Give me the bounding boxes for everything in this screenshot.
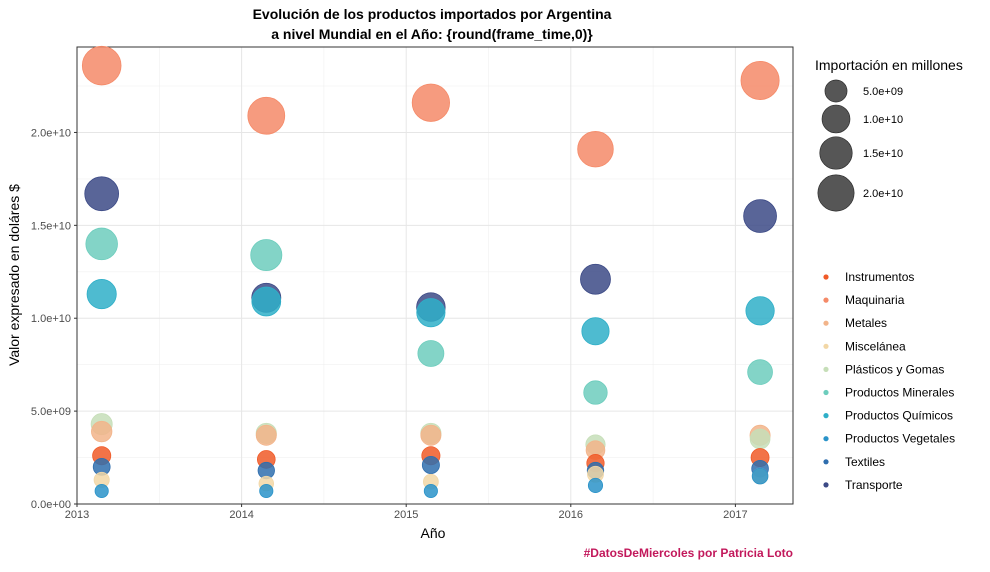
color-legend-key (823, 274, 829, 280)
point-maquinaria (577, 130, 614, 168)
point-maquinaria (81, 45, 122, 86)
x-tick-label: 2013 (65, 509, 89, 521)
y-tick-label: 5.0e+09 (31, 406, 71, 418)
color-legend-key (823, 366, 829, 372)
x-tick-label: 2014 (229, 509, 253, 521)
x-axis: 2013 2014 2015 2016 2017 (65, 504, 748, 521)
point-metales (255, 424, 277, 446)
x-axis-label: Año (421, 525, 446, 541)
color-legend-label: Productos Químicos (845, 409, 953, 423)
color-legend-key (823, 436, 829, 442)
point-productos-quimicos (416, 298, 446, 328)
color-legend-key (823, 297, 829, 303)
point-maquinaria (411, 83, 450, 122)
point-transporte (743, 199, 777, 233)
size-legend-key (819, 136, 853, 170)
color-legend-key (823, 320, 829, 326)
chart-title-line2: a nivel Mundial en el Año: {round(frame_… (271, 26, 593, 42)
color-legend: Instrumentos Maquinaria Metales Miscelánea P… (823, 270, 955, 492)
point-productos-minerales (747, 359, 773, 385)
y-tick-label: 1.5e+10 (31, 220, 71, 232)
point-plasticos-y-gomas (749, 428, 771, 450)
point-metales (420, 424, 442, 446)
color-legend-key (823, 459, 829, 465)
color-legend-label: Transporte (845, 478, 903, 492)
point-transporte (580, 263, 611, 295)
color-legend-label: Miscelánea (845, 339, 906, 353)
color-legend-label: Instrumentos (845, 270, 914, 284)
color-legend-label: Plásticos y Gomas (845, 362, 944, 376)
panel-border (76, 46, 794, 505)
point-productos-vegetales (587, 477, 604, 493)
x-tick-label: 2015 (394, 509, 418, 521)
point-productos-quimicos (251, 286, 282, 317)
point-productos-minerales (250, 239, 283, 272)
point-textiles (421, 456, 440, 474)
point-transporte (84, 176, 120, 212)
data-points (81, 45, 780, 499)
y-tick-label: 0.0e+00 (31, 499, 71, 511)
size-legend-title: Importación en millones (815, 57, 963, 73)
size-legend-label: 1.5e+10 (863, 148, 903, 160)
size-legend-key (824, 79, 848, 103)
point-maquinaria (247, 96, 286, 135)
size-legend-label: 2.0e+10 (863, 188, 903, 200)
color-legend-label: Textiles (845, 455, 885, 469)
point-metales (91, 420, 113, 443)
x-tick-label: 2017 (723, 509, 747, 521)
color-legend-label: Productos Vegetales (845, 432, 955, 446)
y-tick-label: 2.0e+10 (31, 127, 71, 139)
point-maquinaria (740, 60, 780, 100)
point-productos-minerales (85, 227, 118, 261)
point-productos-vegetales (423, 483, 438, 499)
point-productos-minerales (583, 380, 608, 405)
size-legend-label: 1.0e+10 (863, 114, 903, 126)
point-productos-vegetales (259, 483, 274, 499)
point-productos-quimicos (581, 317, 610, 346)
color-legend-key (823, 413, 829, 419)
y-tick-label: 1.0e+10 (31, 313, 71, 325)
size-legend-key (821, 104, 851, 134)
y-axis: 0.0e+00 5.0e+09 1.0e+10 1.5e+10 2.0e+10 (31, 127, 77, 511)
y-axis-label: Valor expresado en doláres $ (6, 184, 22, 366)
x-tick-label: 2016 (559, 509, 583, 521)
point-productos-minerales (417, 340, 445, 367)
chart-title-line1: Evolución de los productos importados po… (253, 6, 612, 22)
point-productos-quimicos (745, 296, 775, 326)
size-legend: 5.0e+09 1.0e+10 1.5e+10 2.0e+10 (817, 79, 903, 212)
point-productos-quimicos (86, 279, 117, 310)
size-legend-key (817, 174, 855, 212)
color-legend-key (823, 343, 829, 349)
size-legend-label: 5.0e+09 (863, 86, 903, 98)
color-legend-label: Productos Minerales (845, 386, 954, 400)
color-legend-label: Metales (845, 316, 887, 330)
chart-caption: #DatosDeMiercoles por Patricia Loto (584, 546, 793, 560)
color-legend-key (823, 482, 829, 488)
point-productos-vegetales (94, 483, 109, 499)
color-legend-label: Maquinaria (845, 293, 905, 307)
point-productos-vegetales (751, 467, 769, 485)
color-legend-key (823, 389, 829, 396)
